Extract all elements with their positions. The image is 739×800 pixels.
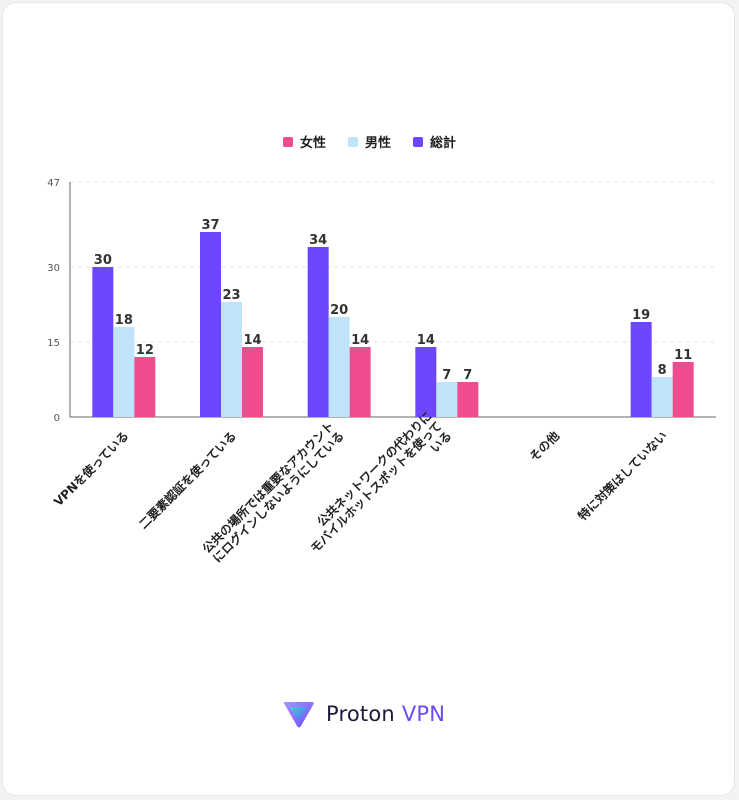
bar	[113, 327, 135, 417]
data-label: 18	[115, 313, 133, 328]
x-tick-label: VPNを使っている	[51, 428, 132, 509]
legend-label-female: 女性	[299, 136, 326, 151]
bar	[307, 247, 329, 417]
y-tick-label: 30	[47, 263, 60, 274]
bar	[328, 317, 350, 417]
y-tick-label: 0	[54, 413, 60, 424]
logo-brand: Proton	[326, 702, 395, 726]
data-label: 30	[94, 253, 112, 268]
legend-item-male: 男性	[347, 132, 391, 151]
bar	[242, 347, 263, 417]
logo-text: Proton VPN	[326, 702, 445, 726]
x-tick-label: 二要素認証を使っている	[136, 428, 240, 532]
data-label: 14	[417, 333, 435, 348]
bar	[415, 347, 437, 417]
legend-item-female: 女性	[282, 132, 326, 151]
proton-vpn-logo-icon	[283, 702, 314, 728]
data-label: 8	[658, 363, 667, 378]
bar	[92, 267, 114, 417]
x-tick-label-group: 二要素認証を使っている	[136, 428, 240, 532]
x-tick-label-group: VPNを使っている	[51, 428, 132, 509]
proton-vpn-logo: Proton VPN	[282, 698, 445, 730]
legend-label-male: 男性	[364, 136, 391, 151]
legend-item-total: 総計	[413, 132, 456, 151]
legend-swatch-female	[282, 136, 293, 147]
x-tick-label: 特に対策はしていない	[575, 428, 670, 523]
bar	[672, 362, 694, 417]
data-label: 20	[330, 303, 348, 318]
bar	[630, 322, 652, 417]
bar	[200, 232, 221, 417]
x-tick-label-group: その他	[526, 428, 562, 464]
data-label: 7	[442, 368, 451, 383]
data-label: 11	[674, 348, 692, 363]
data-label: 7	[463, 368, 472, 383]
data-label: 34	[309, 233, 327, 248]
data-label: 19	[632, 308, 650, 323]
legend-swatch-male	[347, 136, 358, 147]
y-tick-label: 15	[47, 338, 60, 349]
x-tick-label-group: 特に対策はしていない	[575, 428, 670, 523]
legend-label-total: 総計	[430, 136, 457, 151]
legend-swatch-total	[413, 136, 423, 147]
x-tick-label: その他	[526, 428, 562, 464]
data-label: 23	[222, 288, 240, 303]
bar	[134, 357, 156, 417]
data-label: 12	[136, 343, 154, 358]
data-label: 14	[351, 333, 369, 348]
bar	[457, 382, 479, 417]
bar	[436, 382, 458, 417]
y-tick-label: 47	[47, 178, 60, 189]
bar	[651, 377, 673, 417]
chart-legend: 女性 男性 総計	[0, 132, 739, 151]
data-label: 14	[243, 333, 261, 348]
logo-product: VPN	[401, 702, 446, 726]
data-label: 37	[201, 218, 219, 233]
bar	[221, 302, 242, 417]
bar	[349, 347, 371, 417]
